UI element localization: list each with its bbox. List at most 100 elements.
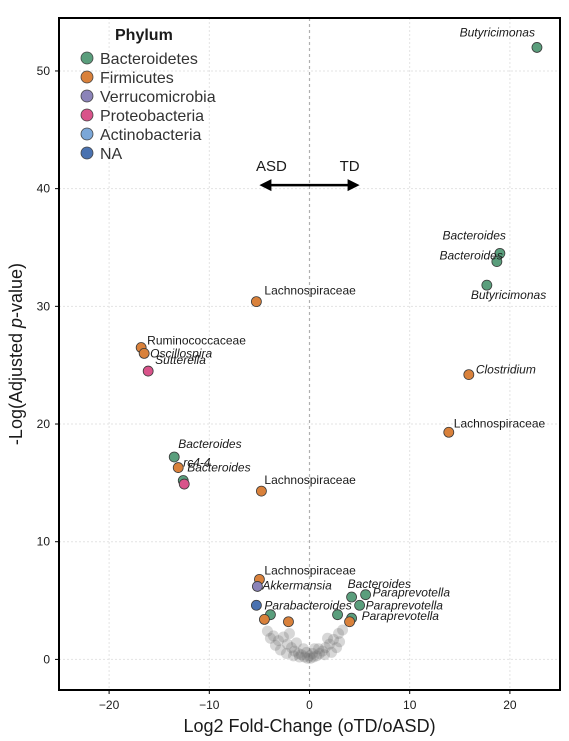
background-point: [308, 651, 320, 663]
x-tick-label: 10: [403, 698, 417, 712]
background-point: [309, 643, 321, 655]
legend-marker: [80, 89, 94, 103]
point-label: Paraprevotella: [366, 598, 444, 612]
point-firmicutes: [443, 426, 455, 438]
background-point: [292, 648, 304, 660]
point-label: Parabacteroides: [264, 598, 351, 612]
background-point: [319, 649, 331, 661]
y-tick-label: 20: [37, 417, 51, 431]
x-axis-title: Log2 Fold-Change (oTD/oASD): [183, 716, 435, 736]
point-label: Lachnospiraceae: [264, 284, 356, 298]
point-label: Oscillospira: [150, 346, 212, 360]
point-firmicutes: [250, 296, 262, 308]
background-point: [331, 642, 343, 654]
point-label: Lachnospiraceae: [264, 473, 356, 487]
point-label: Lachnospiraceae: [264, 563, 356, 577]
y-axis-ticks: 0 10 20 30 40 50: [37, 64, 59, 666]
x-tick-label: −10: [199, 698, 220, 712]
legend-marker: [80, 108, 94, 122]
point-verrucomicrobia: [251, 581, 263, 592]
background-point: [314, 648, 326, 660]
background-point: [281, 638, 293, 650]
background-point: [261, 625, 273, 637]
point-proteobacteria: [142, 365, 154, 377]
x-tick-label: −20: [99, 698, 120, 712]
y-axis-title: -Log(Adjusted p-value): [6, 263, 26, 445]
point-proteobacteria: [178, 478, 190, 490]
background-point: [264, 632, 276, 644]
point-label: Clostridium: [476, 363, 536, 377]
point-label: Sutterella: [155, 353, 206, 367]
background-point: [267, 630, 279, 642]
legend-marker: [80, 146, 94, 160]
legend-marker: [80, 70, 94, 84]
background-point: [290, 637, 302, 649]
point-label: Akkermansia: [261, 578, 332, 592]
y-tick-label: 40: [37, 182, 51, 196]
point-firmicutes: [283, 616, 294, 628]
x-axis-ticks: −20 −10 0 10 20: [99, 690, 517, 712]
y-tick-label: 0: [43, 652, 50, 666]
background-point: [277, 631, 289, 643]
background-point: [317, 645, 329, 657]
point-bacteroidetes: [354, 599, 366, 611]
point-firmicutes: [172, 462, 184, 473]
legend-label: Bacteroidetes: [100, 51, 198, 68]
background-point: [333, 628, 345, 640]
background-point: [320, 642, 332, 654]
background-point: [287, 650, 299, 662]
arrow-head-left-icon: [259, 179, 272, 192]
background-point: [297, 643, 309, 655]
point-label: Bacteroides: [443, 228, 506, 242]
background-point: [305, 652, 317, 664]
y-tick-label: 30: [37, 299, 51, 313]
point-firmicutes: [138, 348, 150, 359]
point-bacteroidetes: [531, 42, 543, 53]
background-point: [326, 646, 338, 658]
x-tick-label: 0: [306, 698, 313, 712]
legend-marker: [80, 51, 94, 65]
background-point: [269, 639, 281, 651]
point-bacteroidetes: [360, 589, 372, 601]
point-label: Bacteroides: [187, 461, 250, 475]
asd-label: ASD: [256, 158, 287, 175]
y-tick-label: 10: [37, 535, 51, 549]
data-points: [135, 42, 543, 628]
point-na: [250, 599, 262, 611]
background-point: [307, 648, 319, 660]
point-label: Butyricimonas: [471, 288, 546, 302]
point-bacteroidetes: [491, 256, 503, 268]
y-axis-title-italic: p: [6, 318, 26, 329]
background-point: [328, 633, 340, 645]
point-label: Bacteroides: [439, 249, 502, 263]
background-points: [261, 624, 349, 664]
background-point: [324, 638, 336, 650]
background-point: [301, 652, 313, 664]
y-axis-title-prefix: -Log(Adjusted: [6, 328, 26, 445]
point-bacteroidetes: [168, 451, 180, 463]
point-firmicutes: [259, 613, 270, 625]
background-point: [300, 646, 312, 658]
legend-label: NA: [100, 146, 123, 163]
point-bacteroidetes: [346, 591, 357, 603]
background-point: [304, 650, 315, 662]
background-point: [337, 624, 349, 636]
point-bacteroidetes: [332, 609, 343, 621]
legend-marker: [80, 127, 94, 141]
background-point: [298, 651, 310, 663]
arrow-head-right-icon: [347, 179, 360, 192]
background-point: [322, 632, 334, 644]
y-axis-title-suffix: -value): [6, 263, 26, 318]
legend-label: Verrucomicrobia: [100, 89, 216, 106]
y-tick-label: 50: [37, 64, 51, 78]
legend-title: Phylum: [115, 27, 173, 44]
point-label: Paraprevotella: [373, 586, 451, 600]
background-point: [334, 636, 346, 648]
point-label: Bacteroides: [348, 577, 411, 591]
background-point: [272, 635, 284, 647]
legend-label: Actinobacteria: [100, 127, 201, 144]
point-firmicutes: [256, 485, 267, 497]
background-point: [295, 649, 307, 661]
point-firmicutes: [463, 369, 475, 380]
